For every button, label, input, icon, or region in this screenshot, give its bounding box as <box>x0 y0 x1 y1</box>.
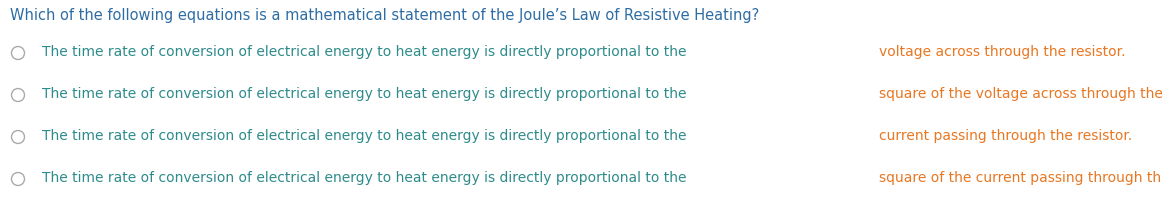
Text: The time rate of conversion of electrical energy to heat energy is directly prop: The time rate of conversion of electrica… <box>42 87 691 101</box>
Text: current passing through the resistor.: current passing through the resistor. <box>880 129 1133 143</box>
Text: square of the current passing through the resistor.: square of the current passing through th… <box>880 171 1162 185</box>
Text: The time rate of conversion of electrical energy to heat energy is directly prop: The time rate of conversion of electrica… <box>42 129 691 143</box>
Text: square of the voltage across through the resistor.: square of the voltage across through the… <box>880 87 1162 101</box>
Text: The time rate of conversion of electrical energy to heat energy is directly prop: The time rate of conversion of electrica… <box>42 171 691 185</box>
Text: The time rate of conversion of electrical energy to heat energy is directly prop: The time rate of conversion of electrica… <box>42 45 691 59</box>
Text: Which of the following equations is a mathematical statement of the Joule’s Law : Which of the following equations is a ma… <box>10 8 759 23</box>
Text: voltage across through the resistor.: voltage across through the resistor. <box>880 45 1126 59</box>
